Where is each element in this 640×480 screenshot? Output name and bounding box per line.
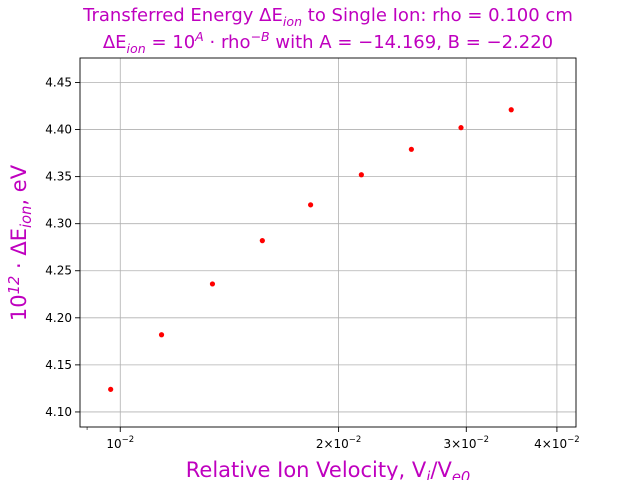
data-point <box>158 332 165 338</box>
data-point <box>108 386 114 392</box>
chart-title-line1: Transferred Energy ΔEion to Single Ion: … <box>82 5 573 29</box>
data-point <box>259 238 265 244</box>
x-tick-label: 3×10−2 <box>444 435 490 451</box>
y-tick-label: 4.25 <box>45 264 72 278</box>
y-tick-label: 4.35 <box>45 170 72 184</box>
data-point <box>508 107 514 113</box>
y-tick-label: 4.10 <box>45 405 72 419</box>
data-point <box>358 172 364 178</box>
y-tick-label: 4.45 <box>45 75 72 89</box>
data-point <box>458 125 464 131</box>
y-tick-label: 4.40 <box>45 123 72 137</box>
data-point <box>209 281 216 287</box>
y-tick-label: 4.30 <box>45 217 72 231</box>
x-axis-ticks: 10−2 2×10−2 3×10−2 4×10−2 <box>86 427 580 451</box>
chart-title-line2: ΔEion = 10A · rho−B with A = −14.169, B … <box>103 29 553 56</box>
data-point <box>408 146 414 152</box>
data-point <box>308 202 314 208</box>
y-axis-ticks: 4.10 4.15 4.20 4.25 4.30 4.35 4.40 4.45 <box>45 75 80 419</box>
y-tick-label: 4.20 <box>45 311 72 325</box>
data-points <box>108 107 514 392</box>
x-tick-label: 4×10−2 <box>534 435 580 451</box>
y-axis-label: 1012 · ΔEion, eV <box>6 164 35 321</box>
x-tick-label: 2×10−2 <box>316 435 362 451</box>
grid <box>80 58 576 427</box>
x-axis-label: Relative Ion Velocity, Vi/Ve0 <box>186 458 470 480</box>
x-tick-label: 10−2 <box>106 435 134 451</box>
plot-frame <box>79 57 577 428</box>
y-tick-label: 4.15 <box>45 358 72 372</box>
